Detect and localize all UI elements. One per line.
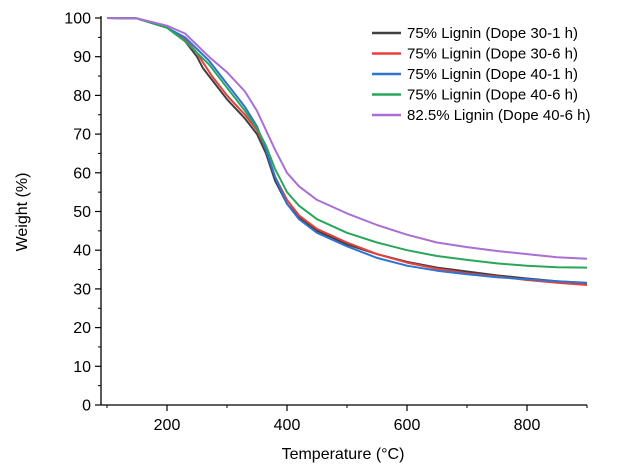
x-tick-label: 600 [394,417,421,434]
legend-label-3: 75% Lignin (Dope 40-1 h) [407,66,578,83]
series-line-4 [106,17,588,269]
y-tick-label: 30 [73,281,91,298]
plot-lines [106,17,588,286]
y-tick-label: 50 [73,204,91,221]
y-tick-label: 100 [64,11,91,28]
legend-label-1: 75% Lignin (Dope 30-1 h) [407,25,578,42]
y-tick-label: 60 [73,165,91,182]
legend: 75% Lignin (Dope 30-1 h) 75% Lignin (Dope… [372,25,590,124]
y-tick-label: 40 [73,243,91,260]
legend-label-4: 75% Lignin (Dope 40-6 h) [407,87,578,104]
y-tick-label: 10 [73,359,91,376]
y-tick-label: 20 [73,320,91,337]
y-tick-label: 70 [73,127,91,144]
x-tick-label: 400 [274,417,301,434]
legend-label-2: 75% Lignin (Dope 30-6 h) [407,46,578,63]
axes [100,16,587,406]
x-axis-label: Temperature (°C) [282,446,405,463]
y-tick-label: 80 [73,88,91,105]
legend-label-5: 82.5% Lignin (Dope 40-6 h) [407,107,590,124]
y-tick-label: 0 [82,398,91,415]
y-tick-label: 90 [73,49,91,66]
ticks: 0 10 20 30 40 50 60 70 80 90 100 200 400 600 800 [64,11,588,434]
y-axis-label: Weight (%) [14,173,31,252]
x-tick-label: 800 [514,417,541,434]
series-line-5 [106,17,588,260]
x-tick-label: 200 [154,417,181,434]
series-line-3 [106,17,588,284]
